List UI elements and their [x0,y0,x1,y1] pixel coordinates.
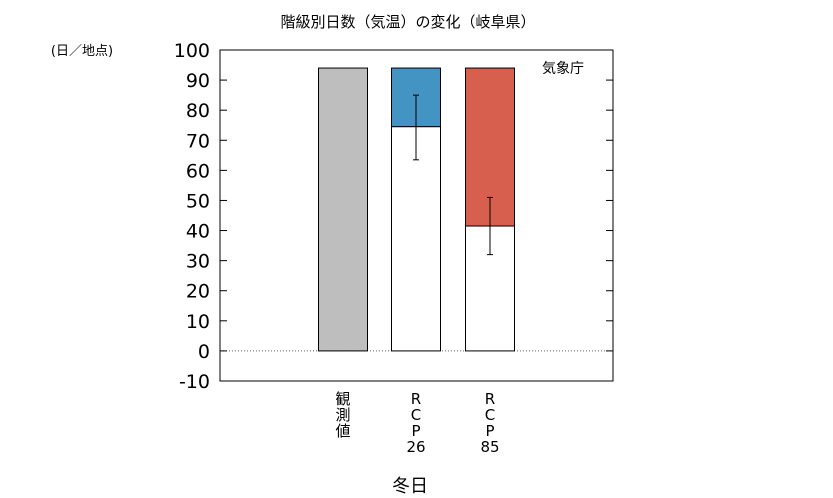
y-tick-label-1: 0 [198,341,210,363]
bar-observed-0 [318,67,368,352]
x-axis-label: 冬日 [392,476,428,497]
y-tick-label-2: 10 [186,311,210,333]
x-category-2-line-1: C [485,406,495,424]
y-unit-label: (日／地点) [51,44,113,59]
x-category-1-line-2: P [411,422,420,440]
y-tick-label-6: 50 [186,190,210,212]
y-tick-label-11: 100 [174,40,210,62]
x-category-0-line-2: 値 [335,422,350,440]
x-category-0-line-1: 測 [335,406,350,424]
y-axis-ticks: -10 0 10 20 30 40 50 60 70 80 90 100 [174,40,613,393]
plot-frame [219,49,614,382]
bars [318,67,515,352]
x-category-1-line-3: 26 [406,438,425,456]
x-category-2-line-3: 85 [480,438,499,456]
chart-title: 階級別日数（気温）の変化（岐阜県） [280,13,535,31]
x-category-0-line-0: 観 [335,390,350,408]
y-tick-label-8: 70 [186,130,210,152]
y-tick-label-0: -10 [179,371,210,393]
y-tick-label-9: 80 [186,100,210,122]
y-tick-label-4: 30 [186,251,210,273]
bar-future-1 [391,126,441,352]
x-category-1-line-1: C [411,406,421,424]
y-tick-label-3: 20 [186,281,210,303]
y-tick-label-5: 40 [186,221,210,243]
x-category-2-line-2: P [485,422,494,440]
x-category-2-line-0: R [485,390,495,408]
x-category-1-line-0: R [411,390,421,408]
y-tick-label-7: 60 [186,160,210,182]
y-tick-label-10: 90 [186,70,210,92]
credit-label: 気象庁 [542,61,584,77]
